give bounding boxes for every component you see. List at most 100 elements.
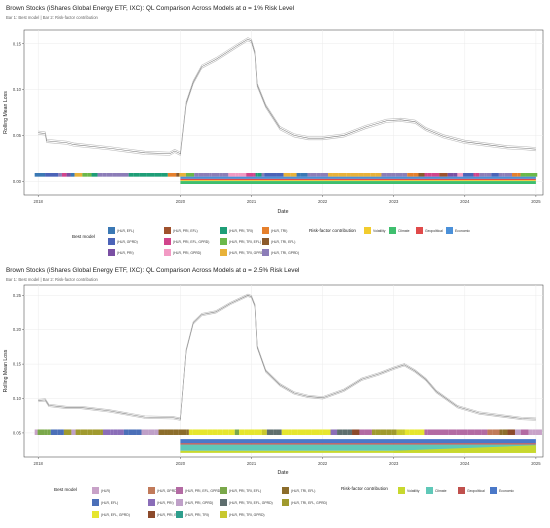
best-model-segment <box>532 429 536 435</box>
best-model-segment <box>253 173 256 177</box>
risk-contribution-bar <box>180 176 536 184</box>
loss-line <box>38 293 536 419</box>
x-tick-label: 2022 <box>318 199 328 204</box>
best-model-segment <box>359 429 365 435</box>
risk-band-volatility-growth <box>393 445 536 453</box>
legend-label: (HLR, PRI, GPRD) <box>173 251 201 255</box>
best-model-segment <box>113 429 118 435</box>
best-model-segment <box>70 173 75 177</box>
legend-swatch <box>220 499 227 506</box>
best-model-segment <box>212 429 218 435</box>
x-tick-label: 2024 <box>460 461 470 466</box>
y-tick-label: 0.25 <box>13 293 22 298</box>
best-model-segment <box>112 173 117 177</box>
legend-item-best-model: (HLR, EFL) <box>92 499 118 506</box>
x-tick-label: 2020 <box>176 461 186 466</box>
legend-label: (HLR, PRI, EFL) <box>173 229 198 233</box>
best-model-segment <box>132 429 137 435</box>
legend-swatch <box>176 511 183 518</box>
legend-swatch <box>398 487 405 494</box>
risk-band-climate <box>180 181 536 184</box>
legend-item-best-model: (HLR, PRI) <box>108 249 134 256</box>
legend-label: (HLR, GPRD) <box>117 240 138 244</box>
best-model-segment <box>342 429 348 435</box>
legend-item-best-model: (HLR, PRI, GPRD) <box>176 499 213 506</box>
best-model-segment <box>154 173 162 177</box>
best-model-segment <box>337 429 343 435</box>
best-model-segment <box>427 173 432 177</box>
best-model-segment <box>448 429 457 435</box>
best-model-segment <box>487 429 493 435</box>
best-model-segment <box>381 173 387 177</box>
best-model-segment <box>358 173 364 177</box>
best-model-segment <box>346 173 351 177</box>
x-tick-label: 2021 <box>247 461 257 466</box>
best-model-segment <box>396 429 403 435</box>
y-tick-label: 0.10 <box>13 87 22 92</box>
best-model-segment <box>71 429 76 435</box>
legend-item-best-model: (HLR, PRI, TRI, EFL) <box>220 238 261 245</box>
legend-item-best-model: (HLR) <box>92 487 110 494</box>
legend-title-best-model: Best model <box>72 234 95 239</box>
best-model-segment <box>136 429 142 435</box>
best-model-segment <box>63 429 72 435</box>
best-model-segment <box>116 173 122 177</box>
legend-item-best-model: (HLR, PRI, TRI, EFL, GPRD) <box>220 499 273 506</box>
legend-item-best-model: (HLR, PRI, TRI) <box>176 511 209 518</box>
best-model-segment <box>164 429 168 435</box>
best-model-segment <box>290 173 297 177</box>
legend-swatch <box>148 511 155 518</box>
best-model-segment <box>380 429 387 435</box>
best-model-segment <box>413 173 419 177</box>
risk-band-geopolitical <box>180 178 536 181</box>
best-model-segment <box>146 173 155 177</box>
best-model-segment <box>117 429 124 435</box>
best-model-segment <box>185 173 195 177</box>
best-model-segment <box>154 429 159 435</box>
legend-swatch <box>108 227 115 234</box>
best-model-segment <box>34 429 38 435</box>
best-model-segment <box>173 429 179 435</box>
best-model-segment <box>228 173 236 177</box>
best-model-segment <box>364 429 372 435</box>
loss-series <box>38 37 536 156</box>
legend-label: Economic <box>499 489 514 493</box>
loss-line <box>38 295 536 420</box>
loss-line <box>38 38 536 155</box>
best-model-segment <box>106 173 113 177</box>
legend-swatch <box>282 487 289 494</box>
best-model-segment <box>228 429 235 435</box>
best-model-segment <box>474 429 482 435</box>
best-model-segment <box>375 429 381 435</box>
legend-title-risk-factor: Risk-factor contribution <box>341 486 388 491</box>
legend-title-best-model: Best model <box>54 487 77 492</box>
best-model-segment <box>475 173 480 177</box>
loss-line <box>38 296 536 421</box>
risk-band-geopolitical <box>180 443 536 445</box>
best-model-segment <box>316 173 321 177</box>
loss-line <box>38 37 536 153</box>
legend-label: Climate <box>398 229 410 233</box>
legend-label: (HLR, PRI, TRI, GPRD) <box>229 251 265 255</box>
legend-label: (HLR, PRI, EFL, GPRD) <box>185 489 221 493</box>
loss-line <box>38 40 536 156</box>
legend-swatch <box>364 227 371 234</box>
best-model-segment <box>60 429 64 435</box>
chart-subtitle: Bar 1: Best model | Bar 2: Risk-factor c… <box>6 15 99 20</box>
best-model-segment <box>319 429 323 435</box>
legend-swatch <box>108 238 115 245</box>
best-model-segment <box>311 429 320 435</box>
legend-risk-factor: Risk-factor contribution Volatility Climat… <box>309 227 470 234</box>
best-model-segment <box>473 173 476 177</box>
legend-label: (HLR, PRI) <box>157 501 174 505</box>
best-model-segment <box>525 173 534 177</box>
chart-panel-1: Brown Stocks (iShares Global Energy ETF,… <box>3 5 544 256</box>
y-tick-label: 0.05 <box>13 430 22 435</box>
legend-swatch <box>282 499 289 506</box>
best-model-segment <box>371 429 376 435</box>
best-model-segment <box>484 173 487 177</box>
legend-item-best-model: (HLR, EFL) <box>108 227 134 234</box>
legend-item-best-model: (HLR, PRI, EFL) <box>148 511 182 518</box>
legend-swatch <box>416 227 423 234</box>
legend-swatch <box>220 511 227 518</box>
